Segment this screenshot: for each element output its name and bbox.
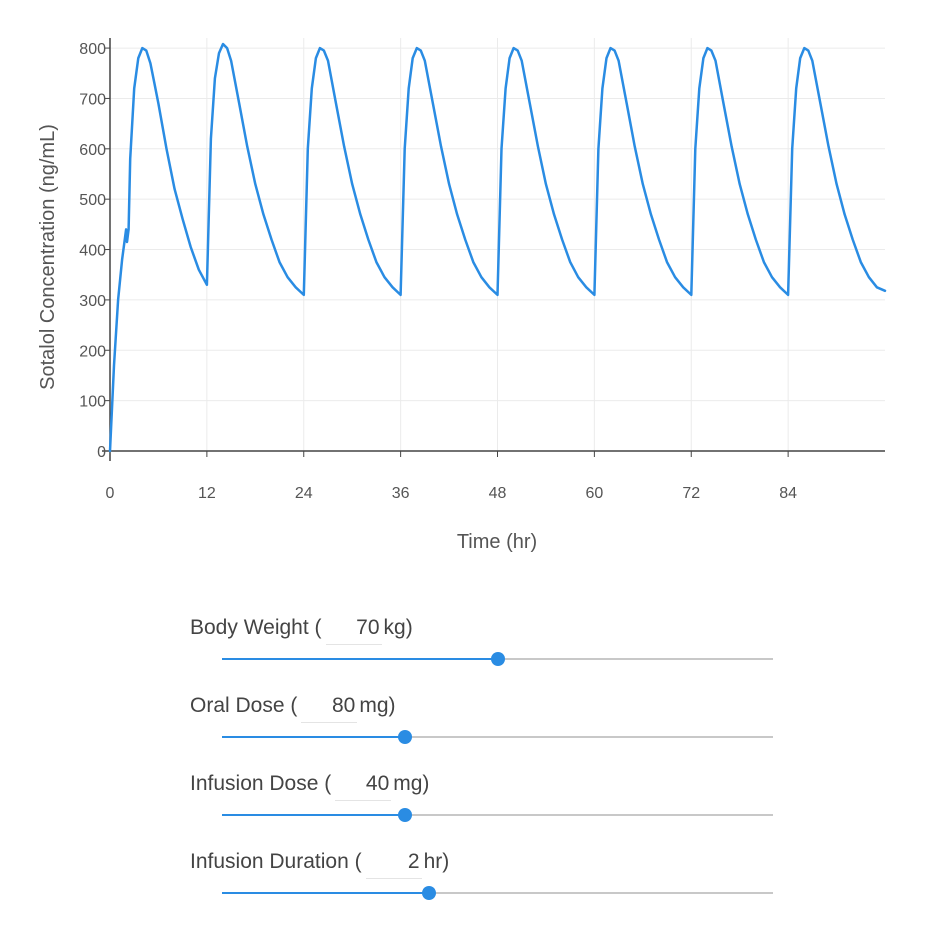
y-tick-label: 200 <box>79 343 106 360</box>
infusion-duration-label: Infusion Duration ( <box>190 850 362 873</box>
oral-dose-value[interactable]: 80 <box>301 694 358 723</box>
slider-thumb[interactable] <box>398 808 413 822</box>
body-weight-slider[interactable] <box>222 648 773 670</box>
slider-thumb[interactable] <box>398 730 413 744</box>
slider-fill <box>222 814 406 816</box>
infusion-duration-unit: hr) <box>423 850 450 873</box>
slider-track[interactable] <box>222 736 773 738</box>
y-axis-title: Sotalol Concentration (ng/mL) <box>37 124 59 390</box>
slider-track[interactable] <box>222 814 773 816</box>
infusion-duration-control: Infusion Duration ( 2 hr) <box>190 850 790 900</box>
x-tick-label: 24 <box>295 485 313 502</box>
y-tick-label: 800 <box>79 41 106 58</box>
y-tick-label: 700 <box>79 91 106 108</box>
oral-dose-label-row: Oral Dose ( 80 mg) <box>190 694 790 723</box>
x-tick-label: 36 <box>392 485 410 502</box>
y-tick-label: 300 <box>79 293 106 310</box>
x-tick-label: 12 <box>198 485 216 502</box>
infusion-dose-label-row: Infusion Dose ( 40 mg) <box>190 772 790 801</box>
y-tick-label: 100 <box>79 394 106 411</box>
infusion-dose-unit: mg) <box>393 772 430 795</box>
infusion-dose-value[interactable]: 40 <box>335 772 392 801</box>
slider-thumb[interactable] <box>490 652 505 666</box>
tick-layer: 0 100 200 300 400 500 600 700 800 0 12 24 36 48 60 72 84 <box>79 41 797 502</box>
infusion-dose-control: Infusion Dose ( 40 mg) <box>190 772 790 822</box>
x-axis-title: Time (hr) <box>457 531 537 553</box>
x-tick-label: 60 <box>585 485 603 502</box>
x-tick-label: 48 <box>489 485 507 502</box>
body-weight-label: Body Weight ( <box>190 616 322 639</box>
body-weight-label-row: Body Weight ( 70 kg) <box>190 616 790 645</box>
x-tick-label: 84 <box>779 485 797 502</box>
oral-dose-label: Oral Dose ( <box>190 694 298 717</box>
body-weight-unit: kg) <box>383 616 413 639</box>
infusion-duration-label-row: Infusion Duration ( 2 hr) <box>190 850 790 879</box>
infusion-duration-value[interactable]: 2 <box>365 850 422 879</box>
y-tick-label: 600 <box>79 142 106 159</box>
slider-thumb[interactable] <box>421 886 436 900</box>
oral-dose-unit: mg) <box>359 694 396 717</box>
slider-track[interactable] <box>222 892 773 894</box>
infusion-duration-slider[interactable] <box>222 882 773 904</box>
slider-fill <box>222 892 429 894</box>
y-tick-label: 400 <box>79 243 106 260</box>
grid-layer <box>110 38 885 451</box>
line-layer <box>108 42 887 453</box>
concentration-chart: 0 100 200 300 400 500 600 700 800 0 12 24 36 48 60 72 84… <box>37 38 887 553</box>
body-weight-value[interactable]: 70 <box>325 616 382 645</box>
y-tick-label: 500 <box>79 192 106 209</box>
body-weight-control: Body Weight ( 70 kg) <box>190 616 790 666</box>
x-tick-label: 0 <box>106 485 115 502</box>
oral-dose-control: Oral Dose ( 80 mg) <box>190 694 790 744</box>
infusion-dose-label: Infusion Dose ( <box>190 772 332 795</box>
y-tick-label: 0 <box>97 444 106 461</box>
slider-fill <box>222 736 406 738</box>
oral-dose-slider[interactable] <box>222 726 773 748</box>
concentration-line <box>108 42 887 453</box>
infusion-dose-slider[interactable] <box>222 804 773 826</box>
x-tick-label: 72 <box>682 485 700 502</box>
slider-fill <box>222 658 498 660</box>
